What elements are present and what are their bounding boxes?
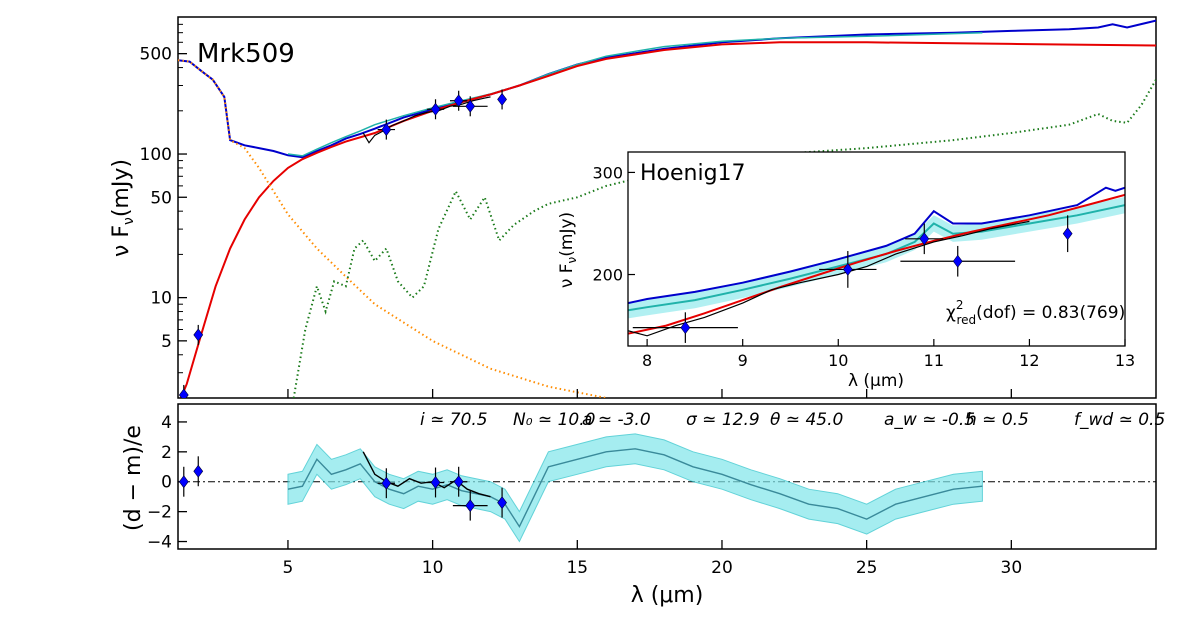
residual-y-tick-label-1: −2 <box>147 503 172 523</box>
residual-data-points <box>178 456 507 521</box>
residual-series-line-0 <box>287 448 983 529</box>
residual-y-tick-label-2: 0 <box>161 473 172 493</box>
residual-y-tick-label-4: 4 <box>161 413 172 433</box>
model-parameters: i ≃ 70.5 N₀ ≃ 10.0a ≃ -3.0 σ ≃ 12.9 θ ≃ 45.… <box>420 410 1165 430</box>
inset-x-tick-label-5: 13 <box>1115 351 1135 370</box>
residual-data-point-3 <box>426 467 445 498</box>
residual-x-tick-label-5: 30 <box>1001 558 1023 578</box>
residual-data-point-5 <box>452 490 488 521</box>
model-param-4: θ ≃ 45.0 <box>770 410 843 430</box>
residual-ticks: 5 10 15 20 25 30 −4 −2 0 2 4 <box>147 413 1022 578</box>
inset-data-points <box>632 215 1073 343</box>
inset-y-tick-label-0: 200 <box>592 266 623 285</box>
model-param-6: h ≃ 0.5 <box>966 410 1029 430</box>
main-y-axis-label: ν Fν(mJy) <box>109 159 137 257</box>
inset-data-point-0 <box>632 312 738 343</box>
main-y-tick-label-2: 50 <box>150 188 172 208</box>
residual-data-point-6 <box>497 487 507 518</box>
main-data-point-5 <box>452 96 488 117</box>
inset-ticks: 8 9 10 11 12 13 200 300 <box>592 163 1135 370</box>
inset-series-line-2 <box>628 193 1125 335</box>
inset-panel: 8 9 10 11 12 13 200 300 Hoenig17 ν Fν(mJy) λ (μ… <box>557 151 1135 391</box>
main-data-point-3 <box>426 99 445 120</box>
main-panel-title: Mrk509 <box>197 39 295 69</box>
main-y-tick-label-0: 5 <box>161 332 172 352</box>
inset-title: Hoenig17 <box>640 161 746 186</box>
residual-x-tick-label-4: 25 <box>856 558 878 578</box>
main-series-line-3 <box>178 59 607 398</box>
inset-x-tick-label-4: 12 <box>1019 351 1039 370</box>
residuals-panel: 5 10 15 20 25 30 −4 −2 0 2 4 i ≃ 70.5 N₀ ≃ 10.0a ≃ … <box>121 403 1165 608</box>
model-param-2: a ≃ -3.0 <box>582 410 651 430</box>
inset-frame <box>627 151 1126 347</box>
inset-x-tick-label-0: 8 <box>642 351 652 370</box>
residual-y-tick-label-3: 2 <box>161 443 172 463</box>
residual-series-group <box>287 433 983 543</box>
residual-y-axis-label: (d − m)/e <box>121 425 146 531</box>
inset-series-group <box>628 186 1125 337</box>
residual-panel-frame <box>177 403 1157 550</box>
residual-data-point-0 <box>178 466 189 497</box>
residual-data-point-4 <box>449 466 468 497</box>
inset-x-tick-label-3: 11 <box>924 351 944 370</box>
inset-x-tick-label-2: 10 <box>828 351 848 370</box>
inset-series-line-3 <box>628 220 1030 337</box>
main-series-line-0 <box>178 19 1156 159</box>
model-param-1: N₀ ≃ 10.0 <box>513 410 595 430</box>
main-y-ticks: 5 10 50 100 500 <box>140 23 1012 399</box>
main-data-point-4 <box>449 90 468 111</box>
inset-series-line-0 <box>628 186 1125 305</box>
inset-series-line-1 <box>628 204 1125 312</box>
residual-x-tick-label-3: 20 <box>711 558 733 578</box>
main-data-point-0 <box>178 384 189 398</box>
main-y-tick-label-4: 500 <box>140 45 172 65</box>
residual-data-point-1 <box>193 456 204 487</box>
main-data-point-2 <box>377 119 396 140</box>
inset-x-tick-label-1: 9 <box>738 351 748 370</box>
residual-x-tick-label-0: 5 <box>283 558 294 578</box>
main-y-tick-label-1: 10 <box>150 289 172 309</box>
main-data-point-6 <box>497 89 507 110</box>
inset-chi2-annotation: χ2 red(dof) = 0.83(769) <box>946 298 1125 327</box>
model-param-3: σ ≃ 12.9 <box>686 410 760 430</box>
residual-data-point-2 <box>377 468 396 499</box>
main-data-point-1 <box>193 324 204 345</box>
inset-y-axis-label: ν Fν(mJy) <box>557 212 579 288</box>
inset-data-point-2 <box>905 223 944 255</box>
main-sed-panel: 5 10 50 100 500 Mrk509 ν Fν(mJy) <box>109 16 1157 399</box>
model-param-7: f_wd ≃ 0.5 <box>1074 410 1165 430</box>
inset-data-point-3 <box>900 245 1016 277</box>
model-param-0: i ≃ 70.5 <box>420 410 488 430</box>
main-series-line-1 <box>287 31 983 157</box>
main-y-tick-label-3: 100 <box>140 145 172 165</box>
main-data-points <box>178 89 507 398</box>
inset-data-point-4 <box>1062 215 1073 253</box>
residual-uncertainty-band <box>287 433 983 543</box>
inset-x-axis-label: λ (μm) <box>848 371 904 391</box>
residual-x-tick-label-1: 10 <box>422 558 444 578</box>
model-param-5: a_w ≃ -0.5 <box>884 410 975 430</box>
residual-x-tick-label-2: 15 <box>566 558 588 578</box>
inset-data-point-1 <box>819 251 877 288</box>
residual-y-tick-label-0: −4 <box>147 533 172 553</box>
inset-y-tick-label-1: 300 <box>592 163 623 182</box>
main-x-axis-label: λ (μm) <box>631 583 704 608</box>
main-panel-frame <box>177 16 1157 399</box>
